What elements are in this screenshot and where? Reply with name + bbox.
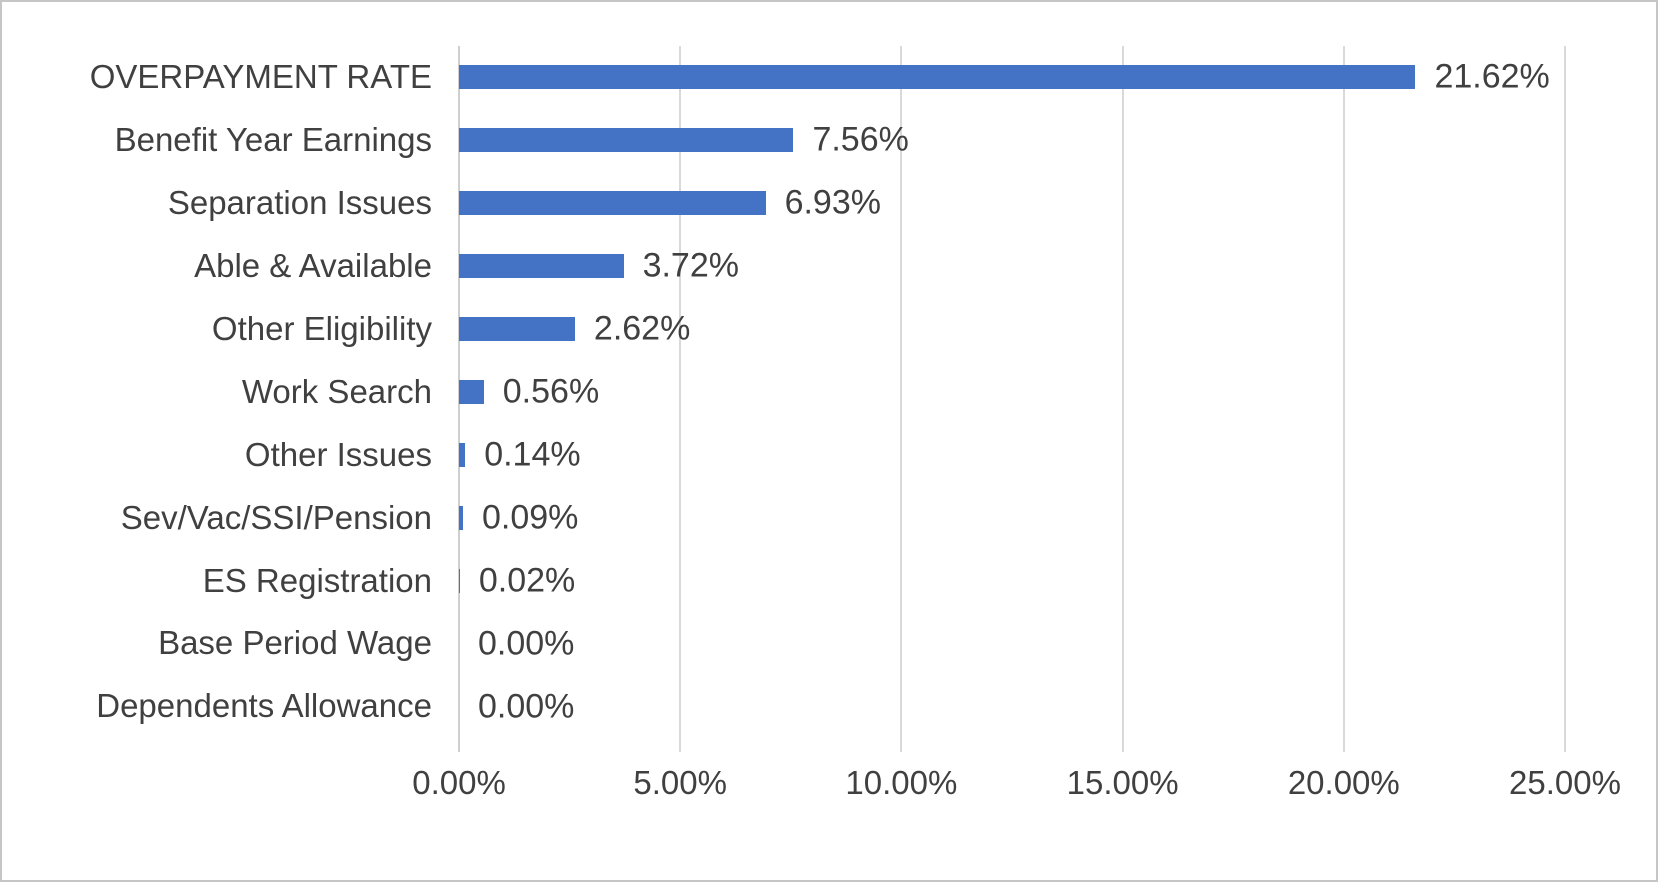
bar-row: Work Search 0.56% <box>2 361 1656 424</box>
gridline <box>1564 46 1566 752</box>
bar-row: Base Period Wage 0.00% <box>2 612 1656 675</box>
bar <box>459 65 1416 90</box>
bar <box>459 442 466 467</box>
data-label: 0.56% <box>502 372 600 411</box>
data-label: 3.72% <box>642 246 739 285</box>
bar <box>459 568 460 593</box>
data-label: 6.93% <box>784 183 881 222</box>
bar-track: 21.62% <box>459 46 1565 109</box>
x-axis-tick-label: 5.00% <box>633 764 727 801</box>
bar-row: Dependents Allowance 0.00% <box>2 675 1656 738</box>
bar-row: Able & Available 3.72% <box>2 235 1656 298</box>
category-label: Base Period Wage <box>158 624 432 662</box>
bar-track: 0.56% <box>459 361 1565 424</box>
category-label: Other Issues <box>244 435 432 473</box>
bar <box>459 505 463 530</box>
gridline <box>900 46 903 752</box>
bar <box>459 379 484 404</box>
gridline <box>1342 46 1345 752</box>
data-label: 2.62% <box>593 309 691 348</box>
x-axis-tick-label: 0.00% <box>412 764 506 801</box>
bar <box>459 254 624 279</box>
bar-track: 6.93% <box>459 172 1565 235</box>
category-label: Separation Issues <box>167 184 432 222</box>
bar-track: 7.56% <box>459 109 1565 172</box>
gridline <box>679 46 682 752</box>
bar-track: 0.00% <box>459 612 1565 675</box>
category-label: Dependents Allowance <box>96 687 432 725</box>
bar-track: 0.00% <box>459 675 1565 738</box>
x-axis-tick-label: 20.00% <box>1287 764 1400 801</box>
gridline <box>1121 46 1124 752</box>
bar-track: 0.14% <box>459 423 1565 486</box>
data-label: 21.62% <box>1434 57 1550 96</box>
bar-row: Benefit Year Earnings 7.56% <box>2 109 1656 172</box>
category-label: Work Search <box>241 372 432 410</box>
x-axis-tick-label: 10.00% <box>845 764 958 801</box>
category-label: Able & Available <box>194 247 432 285</box>
data-label: 0.09% <box>481 498 579 537</box>
bar <box>459 128 794 153</box>
bar <box>459 317 575 342</box>
bar-row: Other Issues 0.14% <box>2 423 1656 486</box>
bar-row: Separation Issues 6.93% <box>2 172 1656 235</box>
bar-track: 0.02% <box>459 549 1565 612</box>
bar-row: ES Registration 0.02% <box>2 549 1656 612</box>
data-label: 7.56% <box>812 120 909 159</box>
bar-track: 0.09% <box>459 486 1565 549</box>
bar-track: 3.72% <box>459 235 1565 298</box>
bar-row: Other Eligibility 2.62% <box>2 298 1656 361</box>
data-label: 0.00% <box>478 624 575 663</box>
x-axis-tick-label: 15.00% <box>1066 764 1179 801</box>
bar-track: 2.62% <box>459 298 1565 361</box>
category-label: Sev/Vac/SSI/Pension <box>120 498 432 536</box>
x-axis: 0.00% 5.00% 10.00% 15.00% 20.00% 25.00% <box>412 764 1621 814</box>
data-label: 0.14% <box>484 435 581 474</box>
bar <box>459 191 766 216</box>
category-label: Benefit Year Earnings <box>114 121 432 159</box>
category-rows: OVERPAYMENT RATE 21.62% Benefit Year Earni… <box>2 46 1656 738</box>
bar-row: Sev/Vac/SSI/Pension 0.09% <box>2 486 1656 549</box>
category-label: OVERPAYMENT RATE <box>89 58 432 96</box>
category-label: ES Registration <box>202 561 432 599</box>
category-label: Other Eligibility <box>211 309 432 347</box>
bar-row: OVERPAYMENT RATE 21.62% <box>2 46 1656 109</box>
data-label: 0.02% <box>478 561 576 600</box>
data-label: 0.00% <box>478 687 575 726</box>
x-axis-tick-label: 25.00% <box>1509 764 1621 801</box>
